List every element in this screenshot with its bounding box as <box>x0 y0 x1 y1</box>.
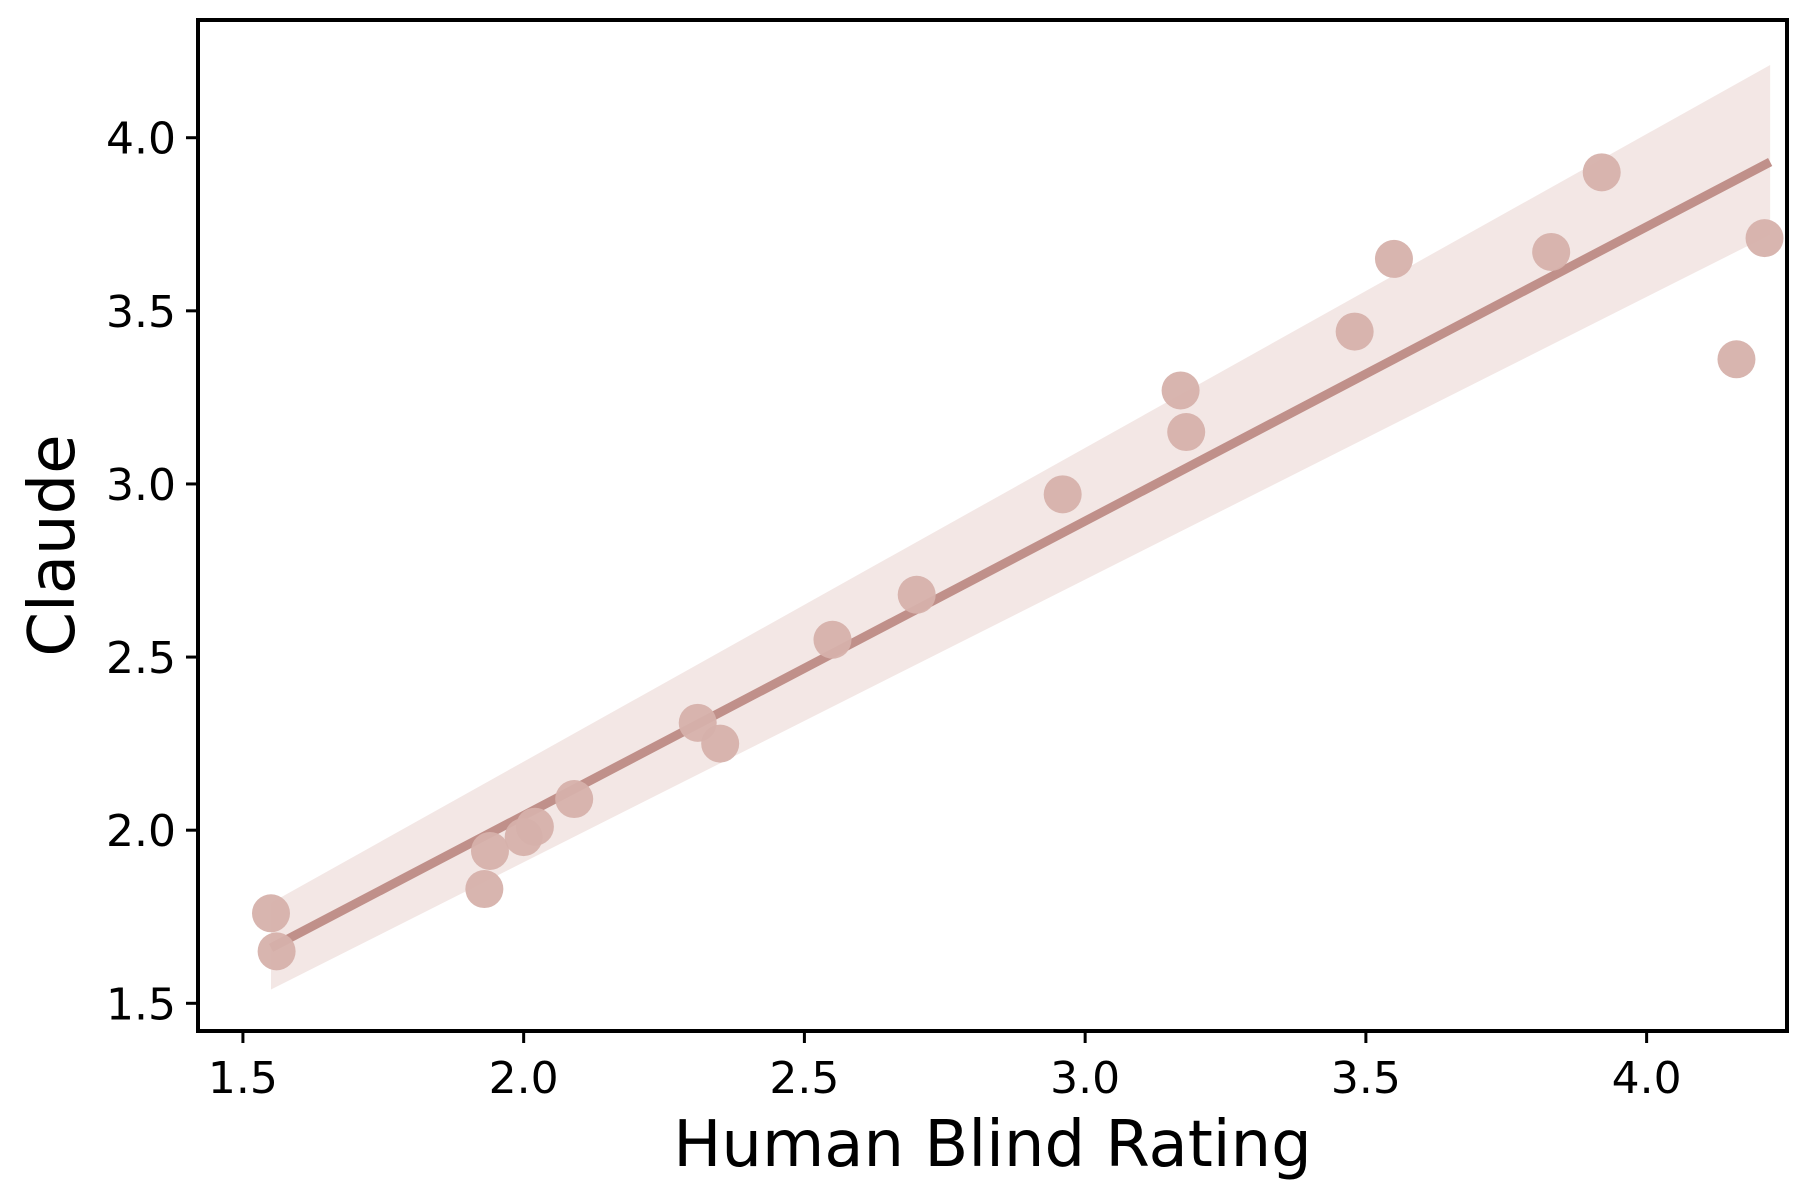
data-point <box>251 894 290 933</box>
data-point <box>465 870 504 909</box>
x-tick-label: 4.0 <box>1612 1053 1682 1104</box>
y-ticks-layer: 1.5 2.0 2.5 3.0 3.5 4.0 <box>106 114 198 1030</box>
axes-layer <box>196 18 1789 1033</box>
y-tick-label: 3.0 <box>106 460 176 511</box>
x-tick-label: 3.5 <box>1331 1053 1401 1104</box>
plot-frame <box>196 18 1789 1033</box>
data-point <box>257 932 296 971</box>
data-point <box>470 831 509 870</box>
y-tick-label: 2.5 <box>106 633 176 684</box>
confidence-band <box>270 65 1771 990</box>
x-tick-label: 2.5 <box>769 1053 839 1104</box>
confidence-band-layer <box>270 65 1771 990</box>
x-axis-title: Human Blind Rating <box>673 1108 1312 1182</box>
x-tick-label: 2.0 <box>489 1053 559 1104</box>
data-point <box>1167 413 1206 452</box>
data-point <box>555 780 594 819</box>
x-tick-label: 1.5 <box>208 1053 278 1104</box>
data-point <box>1745 219 1784 258</box>
data-point <box>1717 340 1756 379</box>
points-layer <box>251 153 1784 971</box>
data-point <box>897 575 936 614</box>
data-point <box>1582 153 1621 192</box>
data-point <box>1532 232 1571 271</box>
y-tick-label: 1.5 <box>106 979 176 1030</box>
y-axis-title: Claude <box>16 434 90 656</box>
y-tick-label: 3.5 <box>106 287 176 338</box>
data-point <box>813 620 852 659</box>
regression-line-layer <box>268 157 1773 952</box>
data-point <box>1335 312 1374 351</box>
data-point <box>515 807 554 846</box>
data-point <box>1043 475 1082 514</box>
y-tick-label: 2.0 <box>106 806 176 857</box>
regression-line <box>268 157 1773 952</box>
data-point <box>1374 239 1413 278</box>
x-tick-label: 3.0 <box>1050 1053 1120 1104</box>
y-tick-label: 4.0 <box>106 114 176 165</box>
x-ticks-layer: 1.5 2.0 2.5 3.0 3.5 4.0 <box>208 1031 1682 1104</box>
data-point <box>1161 371 1200 410</box>
data-point <box>701 724 740 763</box>
